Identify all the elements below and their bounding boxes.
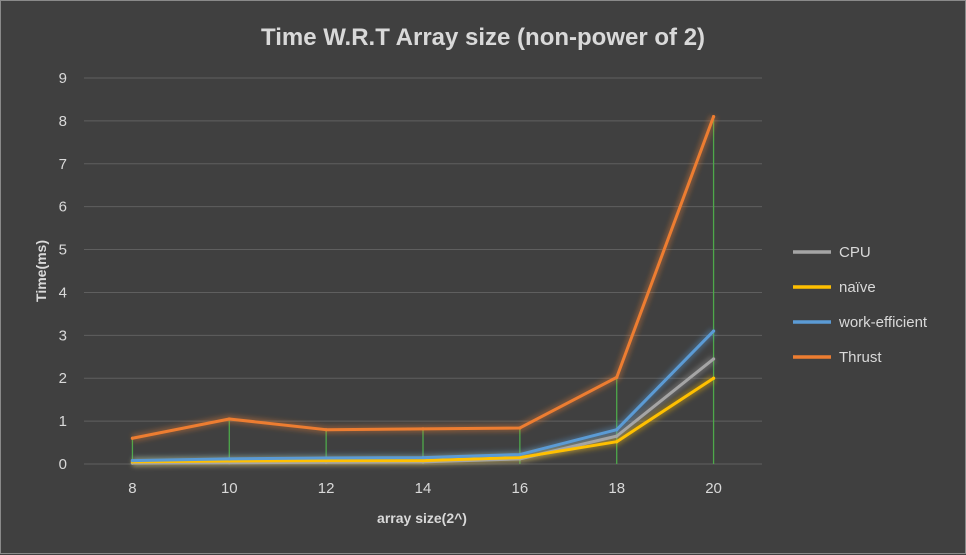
data-point: [711, 115, 716, 119]
x-tick-label: 14: [415, 480, 432, 497]
data-point: [421, 458, 425, 463]
y-tick-label: 7: [59, 156, 67, 173]
data-point: [711, 357, 716, 361]
series-glow: [131, 115, 718, 468]
series-glow-line: [131, 115, 718, 443]
data-point: [615, 428, 619, 432]
data-point: [518, 452, 522, 457]
data-point: [324, 458, 328, 463]
data-point: [130, 436, 135, 440]
data-point: [227, 417, 231, 421]
x-tick-label: 20: [705, 480, 722, 497]
legend-label: work-efficient: [838, 314, 928, 331]
data-point: [324, 428, 328, 432]
x-tick-label: 10: [221, 480, 238, 497]
x-axis-label: array size(2^): [377, 510, 467, 526]
legend: CPU naïve work-efficient Thrust: [793, 244, 928, 366]
y-tick-label: 2: [59, 370, 67, 387]
y-tick-label: 4: [59, 284, 67, 301]
data-point: [615, 440, 619, 444]
series-line: [130, 115, 716, 440]
data-point: [518, 426, 522, 430]
x-tick-label: 18: [608, 480, 625, 497]
y-tick-label: 6: [59, 199, 67, 216]
legend-label: naïve: [839, 279, 876, 296]
series-lines: [130, 115, 716, 465]
y-tick-label: 8: [59, 113, 67, 130]
data-point: [130, 458, 135, 463]
data-point: [518, 455, 522, 460]
data-point: [227, 457, 231, 461]
legend-label: CPU: [839, 244, 871, 261]
data-point: [711, 329, 716, 333]
y-tick-label: 9: [59, 70, 67, 87]
x-axis-ticks: 8 10 12 14 16 18 20: [128, 480, 722, 497]
gridlines: [84, 77, 762, 465]
data-point: [324, 456, 328, 460]
y-tick-label: 5: [59, 242, 67, 259]
x-tick-label: 8: [128, 480, 136, 497]
x-tick-label: 12: [318, 480, 335, 497]
data-point: [615, 434, 619, 438]
y-tick-label: 0: [59, 456, 67, 473]
data-point: [421, 427, 425, 431]
y-axis-label: Time(ms): [33, 240, 49, 302]
y-tick-label: 1: [59, 413, 67, 430]
data-point: [711, 376, 716, 380]
y-axis-ticks: 0 1 2 3 4 5 6 7 8 9: [59, 70, 67, 473]
chart-title: Time W.R.T Array size (non-power of 2): [261, 24, 705, 51]
y-tick-label: 3: [59, 327, 67, 344]
data-point: [615, 375, 619, 379]
data-point: [421, 455, 425, 460]
legend-label: Thrust: [839, 349, 882, 366]
drop-lines: [131, 116, 715, 464]
x-tick-label: 16: [512, 480, 529, 497]
